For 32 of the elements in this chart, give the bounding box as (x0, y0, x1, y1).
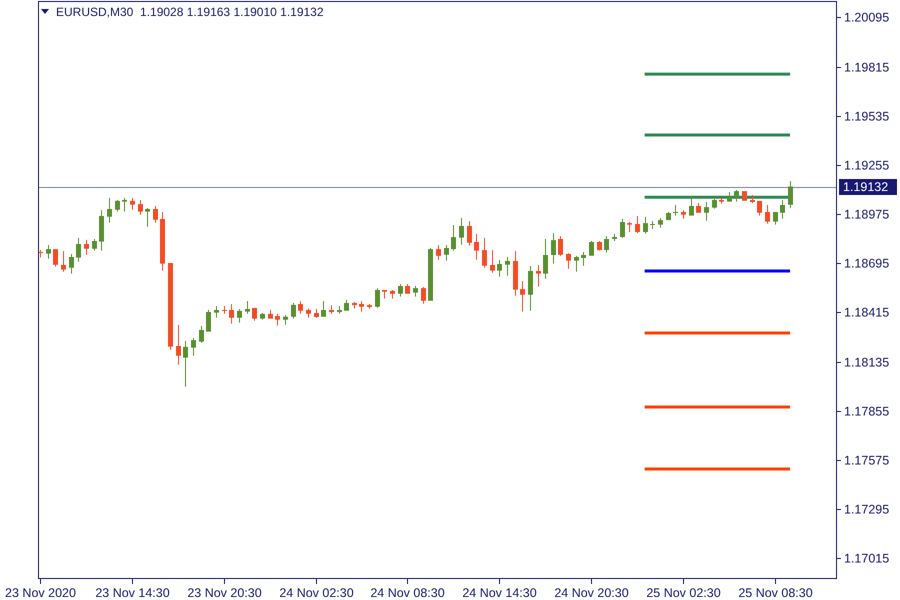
candlestick (382, 290, 387, 299)
y-tick-label: 1.18695 (844, 256, 890, 270)
y-tick-label: 1.17295 (844, 502, 890, 516)
x-tick-label: 23 Nov 20:30 (187, 586, 262, 600)
y-tick-label: 1.18975 (844, 208, 890, 222)
x-tick-label: 25 Nov 08:30 (738, 586, 813, 600)
y-tick-label: 1.19535 (844, 110, 890, 124)
candlestick (750, 194, 755, 204)
x-tick-label: 25 Nov 02:30 (646, 586, 721, 600)
candlestick (581, 252, 586, 266)
candlestick (536, 265, 541, 287)
ref-line-label: 1.19132 (843, 180, 888, 194)
y-tick-label: 1.18135 (844, 356, 890, 370)
candlestick (673, 204, 678, 216)
x-tick-label: 23 Nov 2020 (5, 586, 76, 600)
candlestick (145, 208, 150, 227)
x-tick-label: 23 Nov 14:30 (95, 586, 170, 600)
chart-title: EURUSD,M30 1.19028 1.19163 1.19010 1.19132 (56, 5, 324, 19)
x-tick-label: 24 Nov 14:30 (462, 586, 537, 600)
candlestick (222, 306, 227, 314)
y-tick-label: 1.18415 (844, 306, 890, 320)
y-tick-label: 1.19255 (844, 158, 890, 172)
y-tick-label: 1.17015 (844, 552, 890, 566)
y-tick-label: 1.17855 (844, 404, 890, 418)
candlestick (122, 198, 127, 212)
x-tick-label: 24 Nov 20:30 (554, 586, 629, 600)
y-tick-label: 1.20095 (844, 10, 890, 24)
y-tick-label: 1.19815 (844, 60, 890, 74)
x-tick-label: 24 Nov 02:30 (279, 586, 354, 600)
candlestick (650, 220, 655, 230)
y-tick-label: 1.17575 (844, 454, 890, 468)
x-tick-label: 24 Nov 08:30 (370, 586, 445, 600)
